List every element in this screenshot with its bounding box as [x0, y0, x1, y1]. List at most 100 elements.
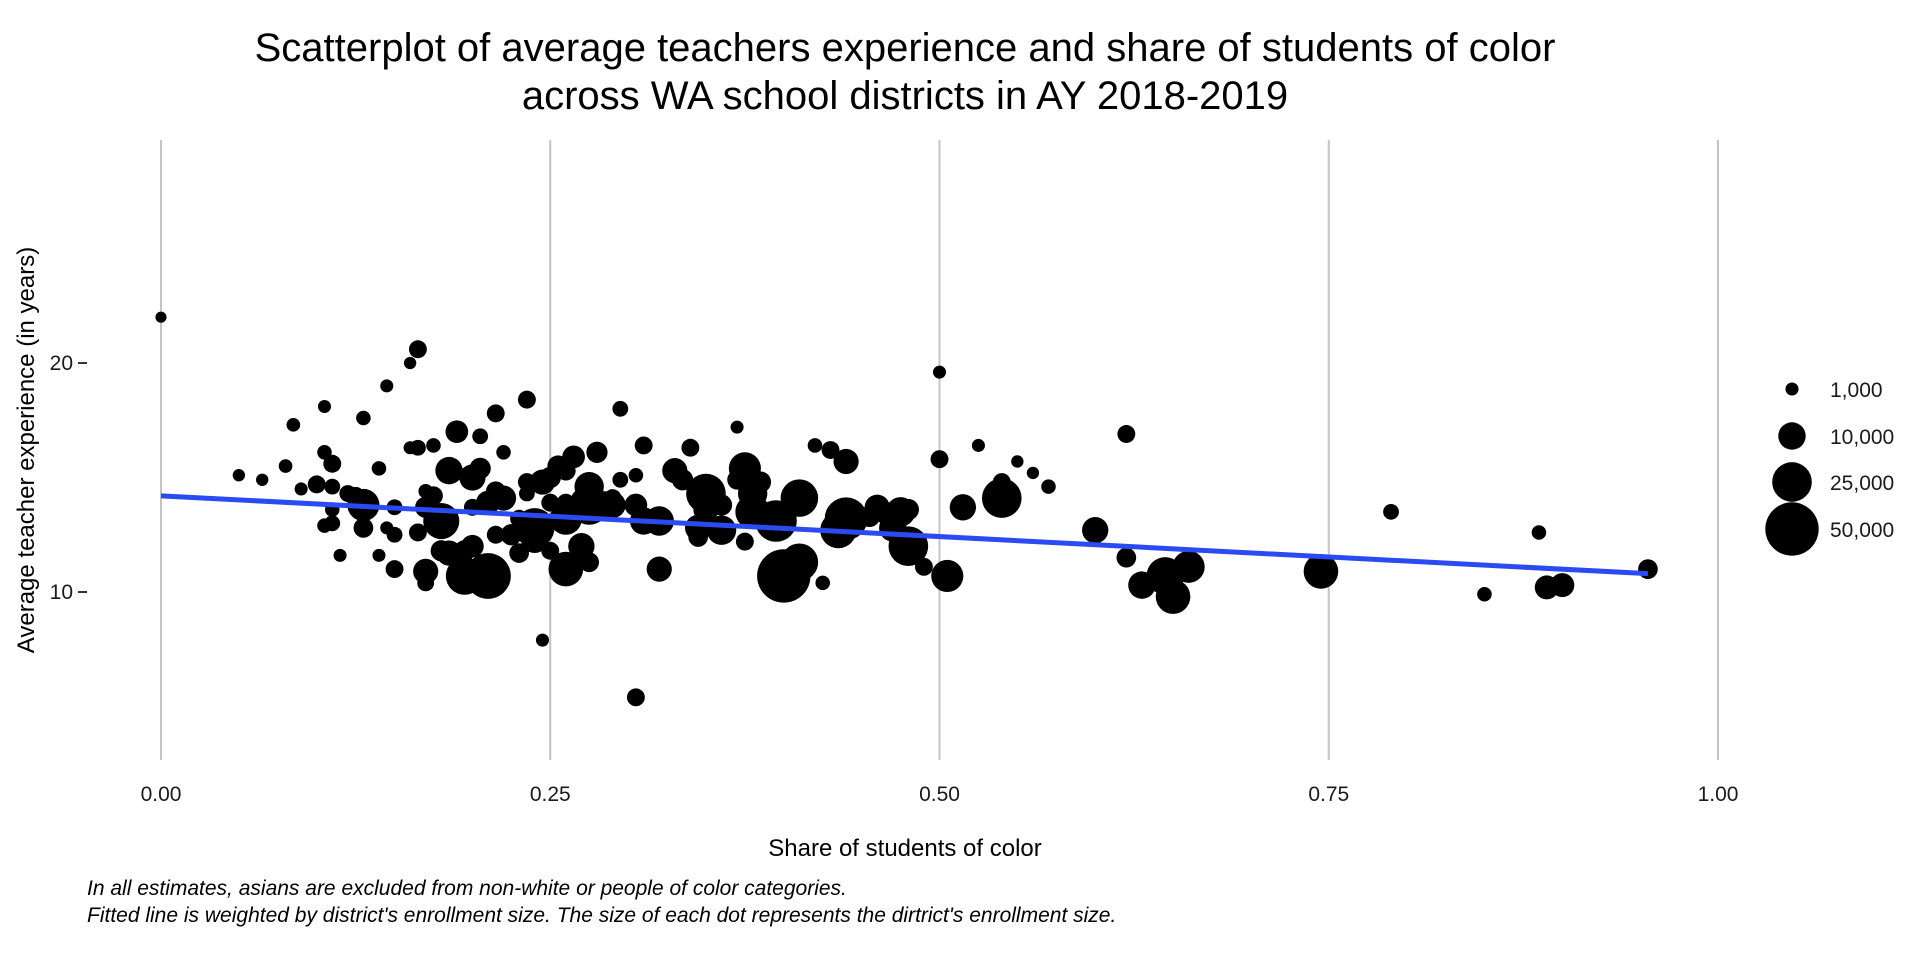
data-point [403, 356, 417, 370]
data-point [426, 438, 441, 453]
data-point [897, 498, 919, 521]
data-point [372, 548, 386, 562]
data-point [930, 450, 949, 469]
x-tick-label: 0.50 [919, 783, 960, 806]
data-point [949, 494, 977, 521]
chart-title-line-1: Scatterplot of average teachers experien… [254, 26, 1556, 70]
data-point [155, 311, 167, 323]
x-tick-label: 1.00 [1698, 783, 1739, 806]
data-point [730, 420, 744, 434]
legend-symbol [1785, 382, 1799, 396]
data-point [490, 485, 517, 511]
y-tick-label: 20 [50, 352, 73, 375]
data-point [445, 420, 469, 444]
x-tick-label: 0.25 [530, 783, 571, 806]
data-point [371, 461, 387, 476]
data-point [520, 525, 549, 554]
data-point [333, 548, 347, 562]
data-point [486, 525, 505, 544]
data-point [323, 454, 342, 473]
size-legend: 1,000 10,000 25,000 50,000 [1765, 379, 1894, 556]
data-point [548, 551, 584, 587]
caption-line-2: Fitted line is weighted by district's en… [87, 904, 1117, 927]
data-point [671, 469, 694, 491]
data-point [324, 478, 341, 495]
data-point [1550, 573, 1575, 598]
data-point [931, 559, 964, 593]
data-point [1383, 503, 1399, 520]
data-point [356, 410, 371, 426]
data-point [1303, 554, 1339, 589]
data-point [410, 439, 426, 456]
data-point [385, 560, 404, 579]
data-point [1117, 425, 1136, 443]
data-point [1011, 455, 1024, 468]
data-point [424, 486, 443, 506]
data-point [386, 526, 403, 543]
data-point [461, 534, 484, 558]
data-point [408, 523, 427, 542]
data-point [353, 518, 374, 538]
data-point [634, 436, 653, 455]
legend-label: 50,000 [1830, 519, 1894, 542]
x-tick-label: 0.00 [141, 783, 182, 806]
data-point [417, 574, 435, 592]
data-point [932, 365, 947, 379]
caption: In all estimates, asians are excluded fr… [87, 875, 1116, 929]
legend-symbol [1778, 422, 1806, 450]
data-point [509, 543, 529, 563]
data-point [1531, 525, 1547, 540]
legend-label: 25,000 [1830, 472, 1894, 495]
data-point [833, 448, 859, 475]
data-point [317, 399, 332, 414]
data-point [324, 515, 341, 532]
data-point [518, 485, 535, 502]
legend-symbol [1765, 502, 1819, 556]
fitted-line [160, 493, 1649, 577]
data-point [1082, 516, 1109, 544]
data-point [586, 441, 608, 463]
data-point [780, 479, 819, 517]
data-point [1172, 550, 1205, 583]
data-point [1041, 479, 1056, 494]
data-point [706, 515, 737, 545]
data-point [710, 494, 733, 516]
x-tick-label: 0.75 [1308, 783, 1349, 806]
data-point [1116, 547, 1137, 568]
data-point [256, 473, 269, 486]
y-axis-label: Average teacher experience (in years) [13, 247, 40, 653]
data-point [465, 553, 511, 599]
data-point [780, 543, 819, 582]
data-point [380, 379, 394, 393]
data-point [821, 441, 840, 459]
data-point [681, 438, 700, 457]
data-point [579, 552, 600, 573]
data-point [646, 556, 672, 582]
data-point [981, 478, 1022, 518]
caption-line-1: In all estimates, asians are excluded fr… [87, 877, 847, 900]
data-point [749, 471, 772, 493]
data-point [1477, 587, 1492, 602]
data-point [735, 532, 754, 551]
data-point [278, 459, 293, 473]
data-point [232, 469, 246, 482]
y-axis: 10 20 [50, 352, 87, 604]
data-point [815, 575, 830, 591]
data-point [435, 456, 463, 485]
data-point [294, 482, 308, 496]
x-axis-label: Share of students of color [768, 835, 1042, 862]
grid-lines [160, 140, 1719, 760]
legend-label: 1,000 [1830, 379, 1883, 402]
data-point [599, 491, 626, 519]
data-point [541, 541, 560, 560]
data-point [307, 475, 326, 494]
data-point [496, 445, 511, 460]
chart-title-line-2: across WA school districts in AY 2018-20… [521, 74, 1289, 118]
data-point [1026, 466, 1040, 480]
data-point [628, 467, 644, 483]
chart-title: Scatterplot of average teachers experien… [0, 24, 1810, 120]
data-point [626, 688, 645, 707]
data-point [535, 633, 549, 647]
data-point [286, 417, 301, 432]
